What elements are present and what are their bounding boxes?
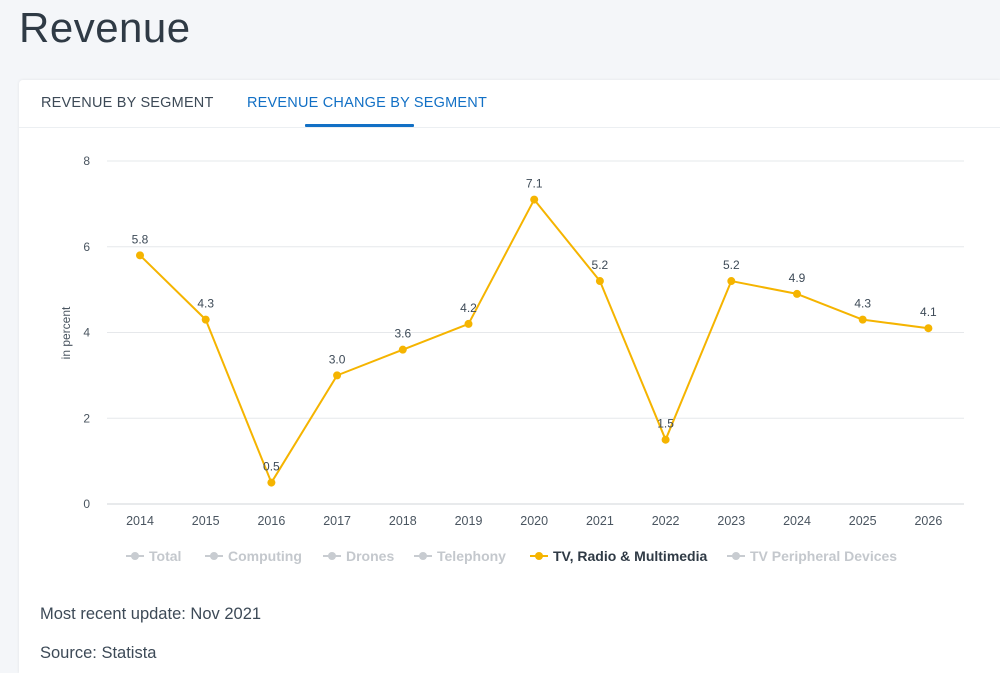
data-label: 4.1 [920, 305, 937, 319]
legend-marker [419, 552, 427, 560]
x-tick-label: 2021 [586, 514, 614, 528]
data-point [136, 251, 144, 260]
tab-bar: REVENUE BY SEGMENT REVENUE CHANGE BY SEG… [19, 80, 1000, 128]
data-point [661, 435, 670, 444]
update-note: Most recent update: Nov 2021 [40, 605, 262, 623]
data-point [267, 478, 276, 487]
data-point [793, 289, 801, 298]
data-point [727, 277, 736, 286]
series-line [139, 198, 929, 484]
x-tick-label: 2015 [192, 514, 220, 528]
active-tab-indicator [305, 124, 414, 127]
legend-marker [732, 552, 740, 560]
x-tick-label: 2026 [914, 514, 942, 528]
legend-item-label: Drones [346, 548, 394, 564]
data-label: 5.2 [723, 258, 740, 272]
x-tick-label: 2019 [455, 514, 483, 528]
data-point [530, 195, 539, 204]
data-point [398, 345, 407, 354]
data-label: 4.3 [197, 297, 214, 311]
legend-item-label: TV, Radio & Multimedia [553, 548, 707, 564]
legend-marker [535, 552, 543, 560]
y-tick-label: 6 [83, 240, 90, 254]
data-label: 5.2 [592, 258, 609, 272]
x-tick-label: 2017 [323, 514, 351, 528]
x-tick-label: 2020 [520, 514, 548, 528]
data-label: 1.5 [657, 417, 674, 431]
tab-revenue-by-segment[interactable]: REVENUE BY SEGMENT [41, 95, 214, 111]
data-point [201, 315, 210, 324]
legend-marker [131, 552, 139, 560]
tab-revenue-change-by-segment[interactable]: REVENUE CHANGE BY SEGMENT [247, 95, 488, 111]
x-tick-label: 2023 [717, 514, 745, 528]
y-tick-label: 0 [83, 497, 90, 511]
y-tick-label: 8 [83, 154, 90, 168]
x-tick-label: 2014 [126, 514, 154, 528]
data-label: 4.3 [854, 297, 871, 311]
data-point [464, 319, 473, 328]
legend-item-label: TV Peripheral Devices [750, 548, 897, 564]
data-label: 0.5 [263, 460, 280, 474]
data-point [924, 324, 933, 333]
x-tick-label: 2024 [783, 514, 811, 528]
data-label: 4.2 [460, 301, 477, 315]
legend-item-label: Telephony [437, 548, 506, 564]
data-point [333, 371, 342, 380]
data-label: 5.8 [132, 232, 149, 246]
data-label: 4.9 [789, 271, 806, 285]
legend-marker [328, 552, 336, 560]
data-point [595, 277, 604, 286]
x-tick-label: 2016 [257, 514, 285, 528]
data-label: 3.0 [329, 352, 346, 366]
data-label: 7.1 [526, 177, 543, 191]
x-tick-label: 2022 [652, 514, 680, 528]
y-axis-label: in percent [59, 306, 73, 359]
revenue-card: REVENUE BY SEGMENT REVENUE CHANGE BY SEG… [19, 80, 1000, 673]
y-tick-label: 2 [83, 411, 90, 425]
x-tick-label: 2025 [849, 514, 877, 528]
revenue-change-chart: 0 2 4 6 8 in percent 2014 2015 2016 2017 2018 2019 2… [59, 154, 964, 564]
legend-item-label: Computing [228, 548, 302, 564]
legend-marker [210, 552, 218, 560]
source-note: Source: Statista [40, 644, 157, 662]
x-tick-label: 2018 [389, 514, 417, 528]
y-tick-label: 4 [83, 326, 90, 340]
data-label: 3.6 [394, 327, 411, 341]
page-title: Revenue [19, 4, 191, 51]
legend-item-label: Total [149, 548, 181, 564]
data-point [858, 315, 867, 324]
